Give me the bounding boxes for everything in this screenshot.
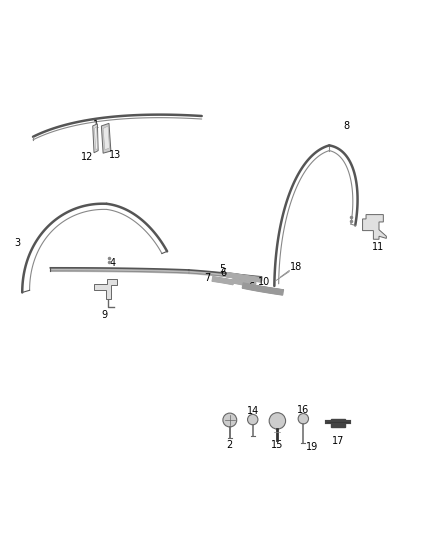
Text: 17: 17: [332, 436, 344, 446]
Polygon shape: [95, 126, 97, 150]
Text: 15: 15: [271, 440, 283, 450]
Polygon shape: [94, 279, 117, 299]
Text: 1: 1: [93, 119, 99, 130]
Text: 13: 13: [109, 150, 121, 160]
Polygon shape: [363, 215, 386, 239]
Text: 11: 11: [372, 242, 384, 252]
Text: 8: 8: [343, 120, 350, 131]
Text: 3: 3: [14, 238, 20, 248]
Polygon shape: [212, 277, 233, 285]
Polygon shape: [242, 283, 283, 295]
Text: 6: 6: [248, 282, 254, 292]
Circle shape: [269, 413, 286, 429]
Text: 10: 10: [258, 277, 271, 287]
Text: 5: 5: [219, 264, 225, 274]
Text: 18: 18: [290, 262, 302, 272]
Polygon shape: [103, 126, 110, 150]
Circle shape: [298, 414, 308, 424]
Text: 6: 6: [220, 269, 226, 278]
Polygon shape: [331, 419, 345, 427]
Text: 19: 19: [306, 442, 318, 453]
Polygon shape: [93, 124, 98, 153]
Text: 16: 16: [297, 405, 310, 415]
Text: 12: 12: [81, 152, 94, 161]
Text: 9: 9: [101, 310, 107, 320]
Text: 14: 14: [247, 406, 259, 416]
Text: 2: 2: [227, 440, 233, 450]
Polygon shape: [101, 123, 111, 153]
Circle shape: [223, 413, 237, 427]
Text: 7: 7: [205, 273, 211, 282]
Text: 4: 4: [110, 258, 116, 268]
Polygon shape: [226, 272, 261, 282]
Polygon shape: [233, 279, 256, 287]
Circle shape: [247, 414, 258, 425]
